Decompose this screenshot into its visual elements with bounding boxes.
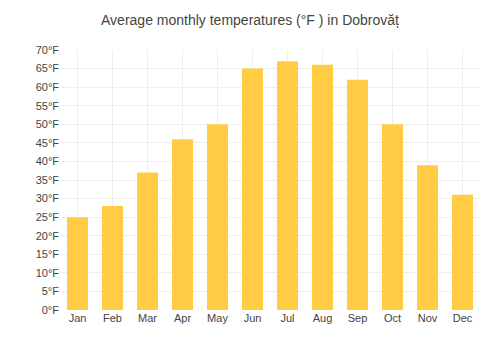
svg-text:Aug: Aug	[313, 312, 333, 324]
svg-text:Nov: Nov	[418, 312, 438, 324]
svg-text:45°F: 45°F	[36, 137, 60, 149]
svg-text:Sep: Sep	[348, 312, 368, 324]
svg-text:60°F: 60°F	[36, 81, 60, 93]
svg-text:30°F: 30°F	[36, 192, 60, 204]
svg-text:65°F: 65°F	[36, 62, 60, 74]
svg-text:10°F: 10°F	[36, 267, 60, 279]
svg-text:May: May	[207, 312, 228, 324]
svg-text:Jul: Jul	[280, 312, 294, 324]
svg-text:5°F: 5°F	[42, 285, 60, 297]
svg-text:Apr: Apr	[174, 312, 191, 324]
svg-text:Oct: Oct	[384, 312, 401, 324]
svg-text:15°F: 15°F	[36, 248, 60, 260]
svg-text:Mar: Mar	[138, 312, 157, 324]
svg-text:Average monthly temperatures (: Average monthly temperatures (°F ) in Do…	[101, 12, 399, 28]
svg-text:0°F: 0°F	[42, 304, 60, 316]
svg-text:Jan: Jan	[69, 312, 87, 324]
svg-text:50°F: 50°F	[36, 118, 60, 130]
svg-text:35°F: 35°F	[36, 174, 60, 186]
svg-text:Dec: Dec	[453, 312, 473, 324]
svg-text:20°F: 20°F	[36, 230, 60, 242]
svg-text:40°F: 40°F	[36, 155, 60, 167]
svg-text:55°F: 55°F	[36, 100, 60, 112]
svg-text:70°F: 70°F	[36, 44, 60, 56]
svg-text:Feb: Feb	[103, 312, 122, 324]
svg-text:Jun: Jun	[244, 312, 262, 324]
svg-text:25°F: 25°F	[36, 211, 60, 223]
